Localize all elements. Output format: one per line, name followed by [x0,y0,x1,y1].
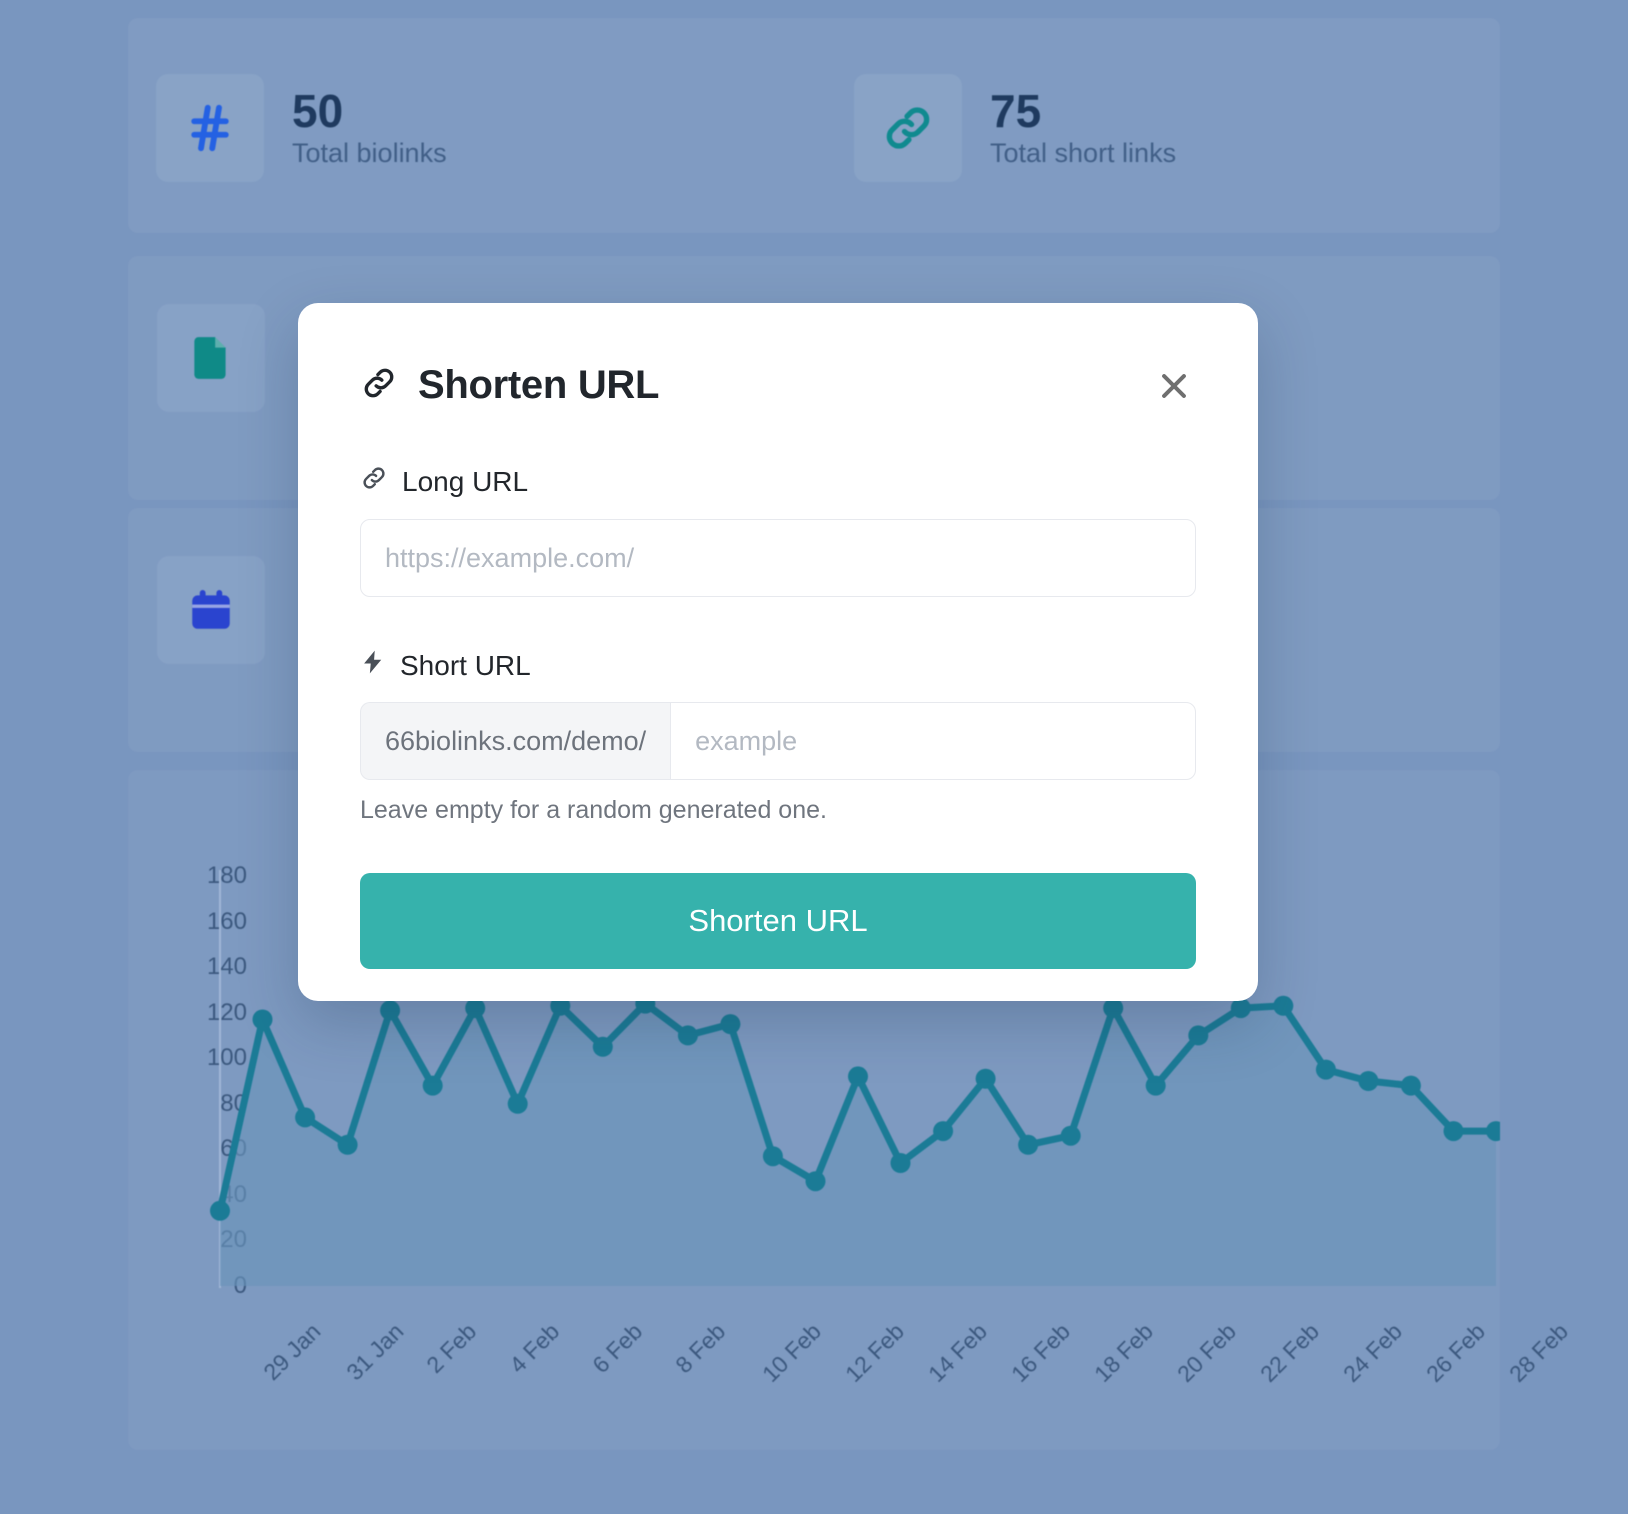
long-url-label: Long URL [360,464,1196,499]
link-icon [360,464,388,499]
long-url-input[interactable] [360,519,1196,597]
link-icon [360,364,398,407]
bolt-icon [360,649,386,682]
spacer [360,597,1196,649]
modal-header: Shorten URL [360,363,1196,408]
data-point[interactable] [1188,1025,1209,1046]
data-point[interactable] [1145,1075,1166,1096]
hash-icon [156,74,264,182]
data-point[interactable] [1230,998,1251,1019]
y-axis-tick: 140 [206,953,247,980]
data-point[interactable] [805,1171,826,1192]
data-point[interactable] [1400,1075,1421,1096]
data-point[interactable] [1315,1059,1336,1080]
data-point[interactable] [762,1146,783,1167]
long-url-label-text: Long URL [402,465,529,497]
stat-value: 50 [292,85,344,138]
y-axis-tick: 120 [206,999,247,1026]
area-chart [210,870,1500,1288]
data-point[interactable] [507,1093,528,1114]
short-url-slug-input[interactable] [670,702,1196,780]
link-icon [854,74,962,182]
stat-value: 75 [990,85,1042,138]
shorten-url-button[interactable]: Shorten URL [360,873,1196,969]
short-url-label: Short URL [360,649,1196,682]
stat-label: Total biolinks [292,137,447,168]
short-url-prefix: 66biolinks.com/demo/ [360,702,671,780]
data-point[interactable] [890,1153,911,1173]
short-url-helper-text: Leave empty for a random generated one. [360,796,827,824]
page-title: Shorten URL [418,363,660,407]
document-icon [157,304,265,412]
data-point[interactable] [380,1000,401,1021]
y-axis-tick: 100 [206,1044,247,1071]
data-point[interactable] [720,1014,741,1035]
data-point[interactable] [1018,1134,1039,1155]
stat-label: Total short links [990,137,1177,168]
data-point[interactable] [975,1068,996,1089]
short-url-label-text: Short URL [400,649,531,681]
data-point[interactable] [465,998,486,1019]
data-point[interactable] [1358,1071,1379,1091]
calendar-icon [157,556,265,664]
y-axis-tick: 180 [206,862,247,889]
chart-plot-area: 180 160 140 120 100 80 60 40 20 0 29 Jan… [128,770,1573,1450]
data-point[interactable] [677,1025,698,1046]
data-point[interactable] [422,1075,443,1096]
data-point[interactable] [933,1121,954,1142]
data-point[interactable] [848,1066,868,1087]
data-point[interactable] [252,1009,273,1030]
stat-card-short-links[interactable]: 75 Total short links [854,74,1176,182]
shorten-url-modal: Shorten URL Long URL Short URL 66biolink… [298,303,1258,1001]
data-point[interactable] [592,1036,613,1057]
data-point[interactable] [337,1134,358,1155]
stat-card-biolinks[interactable]: 50 Total biolinks [156,74,447,182]
stats-row: 50 Total biolinks 75 Total short links [128,18,1500,233]
data-point[interactable] [1273,995,1294,1016]
data-point[interactable] [1486,1121,1500,1142]
data-point[interactable] [1060,1125,1081,1146]
data-point[interactable] [295,1107,316,1128]
data-point[interactable] [1443,1121,1464,1142]
y-axis-tick: 160 [206,908,247,935]
data-point[interactable] [210,1200,230,1221]
close-icon[interactable] [1152,364,1196,408]
data-point[interactable] [1103,998,1124,1019]
short-url-input-group: 66biolinks.com/demo/ [360,702,1196,780]
modal-title-wrap: Shorten URL [360,363,659,408]
